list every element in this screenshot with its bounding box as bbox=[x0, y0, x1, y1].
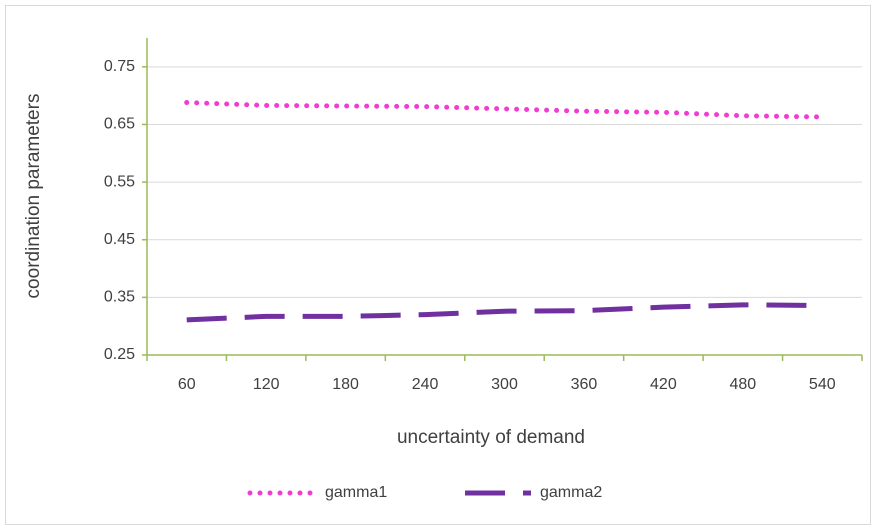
x-tick-label: 360 bbox=[571, 376, 598, 393]
x-tick-label: 540 bbox=[809, 376, 836, 393]
y-tick-label: 0.65 bbox=[104, 116, 135, 133]
x-tick-label: 420 bbox=[650, 376, 677, 393]
chart-border bbox=[5, 5, 871, 525]
x-tick-label: 480 bbox=[729, 376, 756, 393]
y-tick-label: 0.25 bbox=[104, 346, 135, 363]
x-tick-label: 180 bbox=[332, 376, 359, 393]
y-tick-label: 0.35 bbox=[104, 289, 135, 306]
y-tick-label: 0.45 bbox=[104, 231, 135, 248]
x-axis-title: uncertainty of demand bbox=[397, 427, 585, 448]
y-tick-label: 0.55 bbox=[104, 173, 135, 190]
x-tick-label: 120 bbox=[253, 376, 280, 393]
legend-label: gamma2 bbox=[540, 484, 602, 501]
x-tick-label: 60 bbox=[178, 376, 196, 393]
legend-label: gamma1 bbox=[325, 484, 387, 501]
series-line bbox=[184, 100, 825, 120]
y-tick-label: 0.75 bbox=[104, 58, 135, 75]
series-line bbox=[186, 302, 823, 323]
x-tick-label: 240 bbox=[412, 376, 439, 393]
y-axis-title: coordination parameters bbox=[23, 94, 44, 299]
x-tick-label: 300 bbox=[491, 376, 518, 393]
